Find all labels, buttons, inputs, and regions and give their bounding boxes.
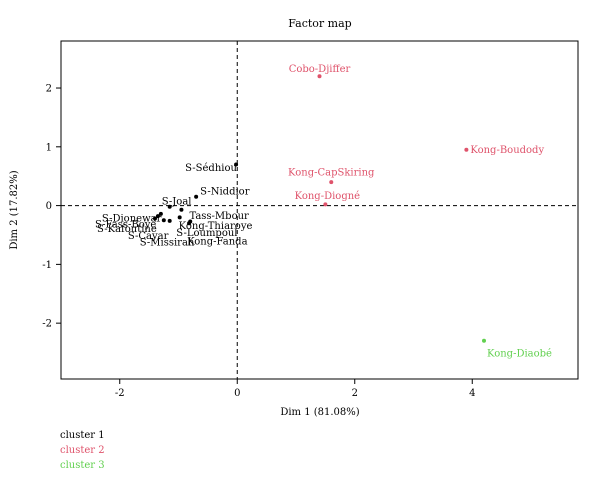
y-tick-label: -1 bbox=[42, 260, 52, 271]
plot-frame bbox=[60, 40, 579, 380]
y-tick-label: 2 bbox=[46, 84, 52, 95]
point-label: S-Dionewar bbox=[102, 213, 162, 224]
data-point bbox=[155, 214, 160, 219]
data-point bbox=[153, 216, 157, 221]
point-label: Kong-CapSkiring bbox=[288, 168, 375, 179]
x-tick-label: 4 bbox=[469, 388, 475, 399]
data-point bbox=[187, 221, 192, 226]
point-label: S-Missirah bbox=[140, 237, 195, 248]
data-point bbox=[329, 180, 334, 185]
point-label: S-Loumpoul bbox=[176, 228, 237, 239]
point-label: S-Fass-Boye bbox=[95, 220, 156, 231]
x-tick-label: 2 bbox=[352, 388, 358, 399]
legend-item-cluster-3: cluster 3 bbox=[60, 460, 105, 471]
point-labels: S-Sédhiou S-Niddior S-Joal Tass-MbourKong-T… bbox=[95, 64, 552, 360]
y-tick-label: 1 bbox=[46, 142, 52, 153]
point-label: S-Cayar bbox=[128, 231, 169, 242]
data-point bbox=[234, 162, 239, 167]
x-axis: -2 0 2 4 bbox=[115, 379, 475, 399]
reference-lines bbox=[61, 41, 578, 379]
x-tick-label: 0 bbox=[234, 388, 240, 399]
x-axis-label: Dim 1 (81.08%) bbox=[280, 407, 359, 418]
y-tick-label: 0 bbox=[46, 201, 52, 212]
data-point bbox=[179, 207, 184, 212]
y-tick-label: -2 bbox=[42, 319, 52, 330]
data-point bbox=[317, 74, 322, 79]
data-point bbox=[464, 147, 469, 152]
point-label: Kong-Diaobé bbox=[487, 348, 552, 359]
legend-item-cluster-2: cluster 2 bbox=[60, 445, 105, 456]
x-tick-label: -2 bbox=[115, 388, 125, 399]
point-label: Kong-Fanda bbox=[187, 237, 248, 248]
y-axis-label: Dim 2 (17.82%) bbox=[9, 170, 20, 249]
point-label: Kong-Boudody bbox=[470, 145, 544, 156]
point-label: Tass-Mbour bbox=[189, 211, 249, 222]
legend-item-cluster-1: cluster 1 bbox=[60, 430, 105, 441]
data-point bbox=[323, 202, 328, 207]
data-point bbox=[194, 194, 199, 199]
factor-map-chart: Factor map -2 0 2 4 -2 -1 0 1 2 S-Sédhiou S-Nidd… bbox=[9, 17, 579, 418]
point-label: Kong-Thiaroye bbox=[179, 221, 253, 232]
y-axis: -2 -1 0 1 2 bbox=[42, 84, 61, 330]
point-label: Kong-Diogné bbox=[295, 191, 361, 202]
chart-title: Factor map bbox=[288, 17, 351, 30]
point-label: S-Sédhiou bbox=[185, 163, 237, 174]
point-label: S-Niddior bbox=[200, 186, 250, 197]
data-points bbox=[153, 74, 486, 343]
data-point bbox=[161, 218, 166, 223]
data-point bbox=[482, 338, 486, 343]
legend: cluster 1 cluster 2 cluster 3 bbox=[60, 428, 105, 473]
data-point bbox=[158, 211, 163, 216]
point-label: Cobo-Djiffer bbox=[289, 64, 351, 75]
data-point bbox=[167, 218, 172, 223]
data-point bbox=[167, 204, 172, 209]
point-label: S-Joal bbox=[162, 196, 192, 207]
data-point bbox=[177, 215, 182, 220]
point-label: S-Kafoutine bbox=[97, 224, 157, 235]
